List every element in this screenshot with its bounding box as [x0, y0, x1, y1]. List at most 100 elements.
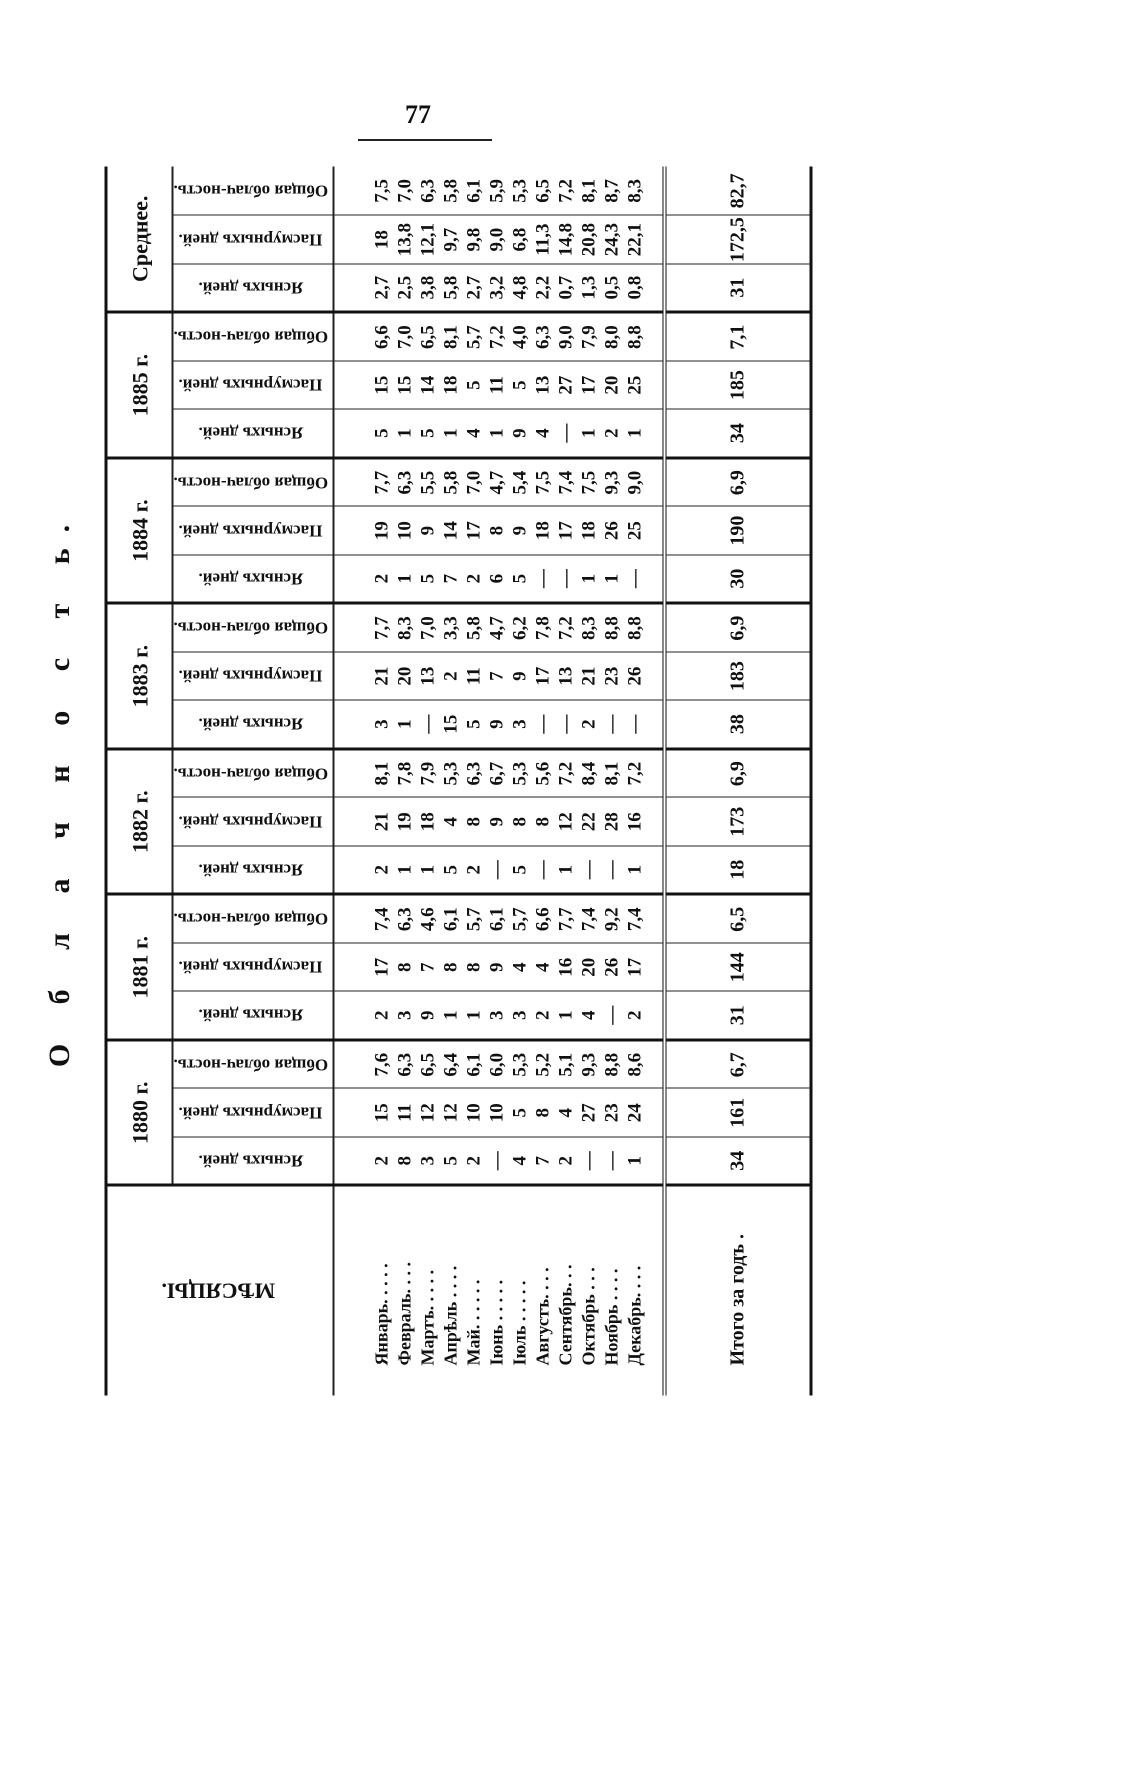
cell-clear: 3 [393, 991, 417, 1040]
cell-clear: 9 [416, 991, 440, 1040]
cell-clear: 4 [577, 991, 601, 1040]
cell-clear: 1 [554, 991, 578, 1040]
month-label: Октябрь . . . [578, 1267, 599, 1366]
cell-cloudiness: 5,8 [439, 457, 463, 507]
cell-cloudy: 8 [485, 506, 509, 555]
cell-cloudiness: 7,4 [577, 894, 601, 943]
subheader-clear: Ясныхъ дней. [172, 263, 334, 313]
cell-clear: 4 [508, 1137, 532, 1186]
cell-clear: 5 [370, 409, 394, 458]
cell-clear: 3 [370, 700, 394, 749]
month-label: Декабрь. . . . [624, 1265, 645, 1366]
cell-cloudy: 9 [508, 506, 532, 555]
cell-cloudy: 17 [370, 942, 394, 992]
subheader-cloudy-label: Пасмурныхъ дней. [178, 957, 323, 977]
cell-cloudy: 11 [462, 651, 486, 701]
month-label: Май. . . . . . [463, 1279, 484, 1366]
cell-cloudy: 27 [554, 360, 578, 410]
cell-cloudy: 25 [623, 360, 647, 410]
total-cloudiness: 6,5 [664, 894, 811, 943]
table-row: Январь. . . . . 2 15 7,6 2 17 7,4 2 21 8,1 3 21 7,7 2… [370, 166, 394, 1396]
cell-cloudiness: 7,0 [393, 312, 417, 361]
cell-cloudy: 6,8 [508, 215, 532, 264]
subheader-cloudy-label: Пасмурныхъ дней. [178, 521, 323, 541]
cell-cloudiness: 8,8 [600, 603, 624, 652]
cell-clear: 7 [439, 554, 463, 604]
total-label: Итого за годъ . [664, 1185, 811, 1396]
total-cloudiness: 6,9 [664, 748, 811, 798]
cell-cloudiness: 7,6 [370, 1039, 394, 1089]
cell-clear: — [600, 700, 624, 749]
cell-cloudy: 18 [370, 215, 394, 264]
subheader-cloudiness-label: Общая облач-ность. [173, 1055, 329, 1075]
cell-cloudiness: 5,5 [416, 457, 440, 507]
cell-cloudiness: 7,5 [370, 166, 394, 216]
cell-clear: 2 [370, 1137, 394, 1186]
cell-cloudiness: 6,7 [485, 748, 509, 798]
total-clear: 18 [664, 845, 811, 895]
cell-cloudiness: 6,3 [393, 1039, 417, 1089]
cell-cloudy: 5 [508, 360, 532, 410]
subheader-cloudiness-label: Общая облач-ность. [173, 618, 329, 638]
subheader-clear: Ясныхъ дней. [172, 1137, 334, 1186]
cell-cloudiness: 5,3 [508, 1039, 532, 1089]
cell-cloudiness: 7,2 [623, 748, 647, 798]
cell-cloudy: 11 [485, 360, 509, 410]
cell-cloudiness: 7,8 [393, 748, 417, 798]
cell-clear: 5 [439, 845, 463, 895]
cell-cloudiness: 6,3 [531, 312, 555, 361]
subheader-cloudy-label: Пасмурныхъ дней. [178, 1103, 323, 1123]
cell-cloudiness: 8,4 [577, 748, 601, 798]
cell-cloudy: 19 [370, 506, 394, 555]
cell-clear: — [554, 409, 578, 458]
total-cloudiness: 6,7 [664, 1039, 811, 1089]
subheader-clear: Ясныхъ дней. [172, 991, 334, 1040]
cell-cloudiness: 4,7 [485, 603, 509, 652]
total-cloudy: 144 [664, 942, 811, 992]
cell-clear: — [600, 1137, 624, 1186]
cell-clear: — [531, 554, 555, 604]
cell-cloudiness: 5,2 [531, 1039, 555, 1089]
cell-cloudiness: 5,3 [508, 748, 532, 798]
cell-cloudy: 22 [577, 797, 601, 846]
cell-clear: 2,7 [370, 263, 394, 313]
cell-clear: 5 [416, 409, 440, 458]
cell-clear: 3 [416, 1137, 440, 1186]
spacer-row [646, 166, 665, 1396]
cell-cloudiness: 5,7 [462, 312, 486, 361]
cell-cloudy: 17 [554, 506, 578, 555]
cell-cloudiness: 7,9 [416, 748, 440, 798]
subheader-clear-label: Ясныхъ дней. [198, 714, 304, 734]
cell-cloudy: 4 [531, 942, 555, 992]
cell-cloudiness: 8,8 [600, 1039, 624, 1089]
cell-clear: 1 [393, 845, 417, 895]
cell-cloudy: 8 [531, 797, 555, 846]
cell-clear: 5 [462, 700, 486, 749]
cell-cloudiness: 6,1 [485, 894, 509, 943]
cloudiness-table-rotated: МѢСЯЦЫ. 1880 г. 1881 г. 1882 г. 1883 г. 1884 … [104, 166, 813, 1396]
year-header: 1885 г. [106, 312, 173, 458]
subheader-cloudiness: Общая облач-ность. [172, 312, 334, 361]
subheader-cloudiness-label: Общая облач-ность. [173, 909, 329, 929]
total-clear: 34 [664, 1137, 811, 1186]
cell-clear: — [485, 1137, 509, 1186]
total-cloudy: 161 [664, 1088, 811, 1137]
cell-cloudiness: 6,1 [462, 1039, 486, 1089]
cell-clear: 3,2 [485, 263, 509, 313]
cell-clear: 2 [462, 1137, 486, 1186]
cell-cloudiness: 6,1 [462, 166, 486, 216]
subheader-cloudiness: Общая облач-ность. [172, 894, 334, 943]
total-cloudy: 185 [664, 360, 811, 410]
cell-clear: 1 [439, 991, 463, 1040]
cell-cloudiness: 9,3 [577, 1039, 601, 1089]
cell-cloudy: 17 [577, 360, 601, 410]
cell-clear: — [600, 845, 624, 895]
cell-clear: 6 [485, 554, 509, 604]
cell-cloudy: 13 [554, 651, 578, 701]
table-row: Апрѣль . . . . 5 12 6,4 1 8 6,1 5 4 5,3 15 2 3,3 7 14 5… [439, 166, 463, 1396]
cell-cloudy: 12 [439, 1088, 463, 1137]
cell-cloudy: 26 [623, 651, 647, 701]
cell-cloudy: 14 [439, 506, 463, 555]
cell-clear: 2,2 [531, 263, 555, 313]
subheader-clear-label: Ясныхъ дней. [198, 569, 304, 589]
